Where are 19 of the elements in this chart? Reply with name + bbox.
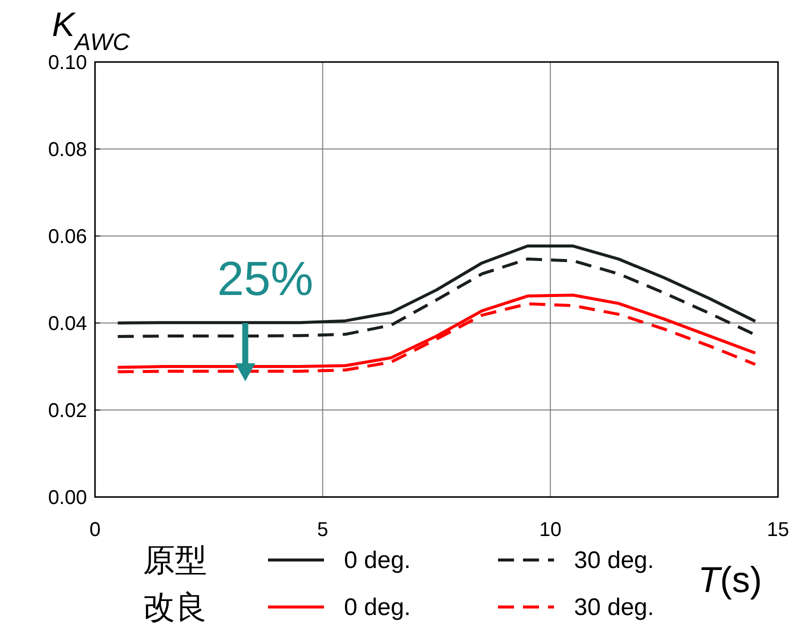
line-series bbox=[116, 244, 757, 324]
y-tick-label: 0.02 bbox=[48, 400, 87, 422]
text: 原型 bbox=[143, 542, 207, 578]
y-tick-label: 0.04 bbox=[48, 313, 87, 335]
y-tick-label: 0.08 bbox=[48, 139, 87, 161]
x-tick-label: 15 bbox=[766, 519, 790, 541]
x-tick-label: 5 bbox=[317, 519, 328, 541]
line-series bbox=[116, 294, 757, 369]
legend-label: 30 deg. bbox=[574, 547, 654, 574]
x-axis-title: T(s) bbox=[698, 559, 762, 600]
legend-label: 0 deg. bbox=[344, 547, 411, 574]
x-tick-label: 0 bbox=[89, 519, 101, 541]
legend-label: 30 deg. bbox=[574, 594, 654, 621]
annotation: 25% bbox=[217, 253, 314, 306]
x-tick-label: 10 bbox=[539, 519, 562, 541]
text: 改良 bbox=[143, 589, 207, 625]
y-tick-label: 0.06 bbox=[48, 226, 87, 248]
legend-label: 0 deg. bbox=[344, 594, 411, 621]
y-tick-label: 0.00 bbox=[48, 487, 87, 509]
